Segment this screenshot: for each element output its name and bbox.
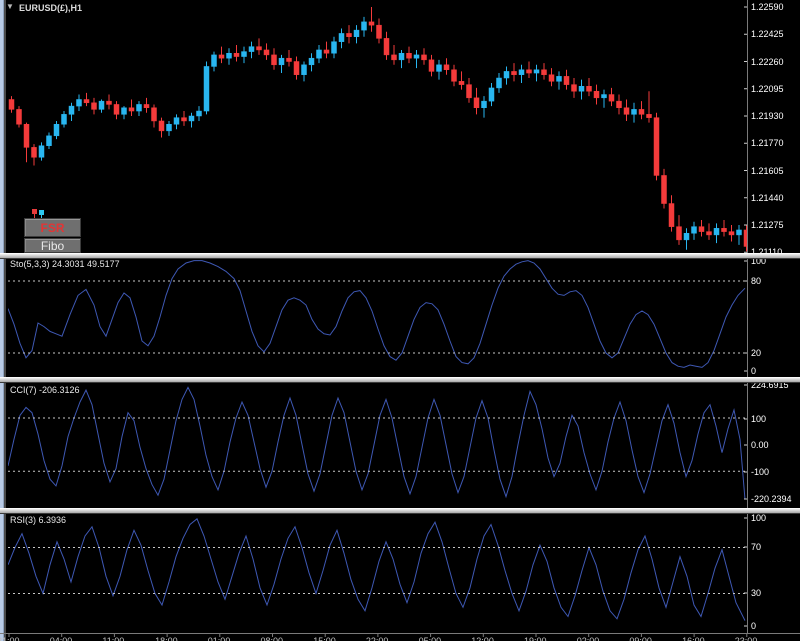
- cci-axis-label: 0.00: [751, 440, 769, 450]
- rsi-axis-label: 70: [751, 542, 762, 552]
- cci-axis-label: 100: [751, 414, 767, 424]
- time-axis-label: 18:00: [155, 636, 178, 641]
- cci-axis-label: -100: [751, 467, 770, 477]
- window-splitter[interactable]: [0, 0, 6, 641]
- price-axis-label: 1.22095: [751, 83, 784, 94]
- time-axis-label: 02:00: [576, 636, 600, 641]
- time-axis-label: 01:00: [207, 636, 231, 641]
- price-axis-label: 1.21275: [751, 220, 784, 230]
- rsi-axis-label: 0: [751, 621, 757, 631]
- symbol-period-label: EURUSD(£),H1: [19, 3, 83, 13]
- time-axis-label: 21:00: [0, 636, 20, 641]
- rsi-axis-label: 30: [751, 588, 762, 598]
- price-axis-label: 1.22590: [751, 2, 784, 12]
- time-axis-label: 23:00: [734, 636, 758, 641]
- rsi-axis-label: 100: [751, 513, 767, 523]
- time-axis-label: 19:00: [524, 636, 547, 641]
- price-axis-label: 1.21110: [751, 247, 782, 257]
- fsr-button[interactable]: FSR: [24, 218, 81, 237]
- time-axis-label: 09:00: [629, 636, 652, 641]
- price-axis-label: 1.21770: [751, 138, 784, 149]
- rsi-panel-label: RSI(3) 6.3936: [10, 515, 67, 525]
- time-axis-label: 04:00: [49, 636, 73, 641]
- time-axis-label: 11:00: [102, 636, 125, 641]
- time-axis-label: 15:00: [313, 636, 336, 641]
- cci-panel-label: CCI(7) -206.3126: [10, 385, 80, 395]
- time-axis-label: 08:00: [260, 636, 284, 641]
- panel-divider[interactable]: [0, 253, 800, 259]
- sto-axis-label: 20: [751, 348, 762, 358]
- price-axis-label: 1.21930: [751, 111, 784, 121]
- fibo-button[interactable]: Fibo: [24, 238, 81, 253]
- stochastic-panel-label: Sto(5,3,3) 24.3031 49.5177: [10, 259, 120, 269]
- price-axis-label: 1.22425: [751, 29, 784, 40]
- time-axis-label: 16:00: [682, 636, 705, 641]
- time-axis[interactable]: 21:00 04:00 11:00 18:00 01:00 08:00 15:00 22:00…: [0, 636, 800, 641]
- time-axis-label: 05:00: [418, 636, 442, 641]
- time-axis-label: 22:00: [365, 636, 389, 641]
- panel-divider[interactable]: [0, 377, 800, 383]
- price-axis-label: 1.21440: [751, 192, 784, 203]
- price-axis-label: 1.21605: [751, 165, 784, 176]
- panel-divider[interactable]: [0, 508, 800, 514]
- cci-axis-label: -220.2394: [751, 494, 792, 504]
- sto-axis-label: 0: [751, 366, 757, 376]
- sto-axis-label: 80: [751, 276, 762, 286]
- cci-axis-label: 224.6915: [751, 380, 789, 390]
- chevron-down-icon[interactable]: ▼: [6, 2, 14, 11]
- sto-axis-label: 100: [751, 256, 767, 266]
- price-axis-label: 1.22260: [751, 56, 784, 67]
- time-axis-label: 12:00: [471, 636, 494, 641]
